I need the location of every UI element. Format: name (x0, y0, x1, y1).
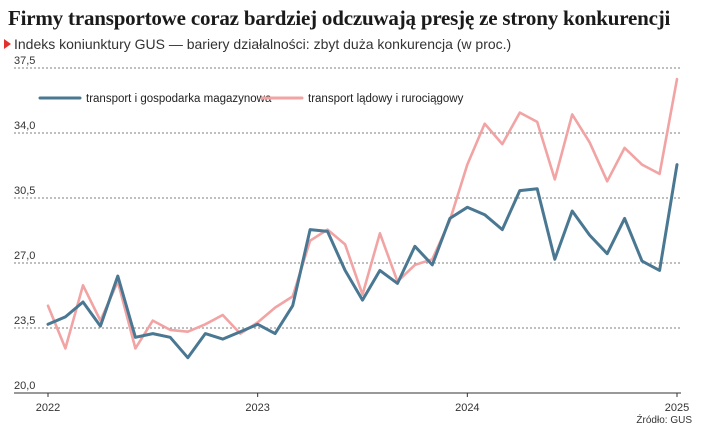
y-tick-label: 34,0 (14, 120, 35, 132)
legend-label: transport i gospodarka magazynowa (86, 93, 272, 105)
x-tick-label: 2025 (665, 402, 689, 414)
legend: transport i gospodarka magazynowa transpo… (38, 93, 464, 105)
series-line-ladowy (46, 77, 679, 350)
series-line-transport (46, 163, 679, 360)
y-tick-label: 30,5 (14, 185, 35, 197)
y-tick-label: 23,5 (14, 315, 35, 327)
y-axis-ticks: 20,0 23,5 27,0 30,5 34,0 37,5 (14, 55, 35, 392)
x-axis-ticks: 2022 2023 2024 2025 (36, 393, 689, 414)
source-note: Źródło: GUS (636, 415, 692, 426)
legend-item-ladowy: transport lądowy i rurociągowy (260, 93, 464, 105)
y-tick-label: 27,0 (14, 250, 35, 262)
chart-title: Firmy transportowe coraz bardziej odczuw… (8, 6, 671, 30)
series-lines (46, 77, 679, 360)
x-tick-label: 2024 (455, 402, 479, 414)
subtitle-marker-icon (4, 39, 11, 49)
chart-subtitle-text: Indeks koniunktury GUS — bariery działal… (14, 36, 512, 52)
chart-subtitle: Indeks koniunktury GUS — bariery działal… (4, 36, 512, 52)
legend-item-transport: transport i gospodarka magazynowa (38, 93, 272, 105)
y-tick-label: 37,5 (14, 55, 35, 67)
y-tick-label: 20,0 (14, 380, 35, 392)
x-tick-label: 2022 (36, 402, 60, 414)
x-tick-label: 2023 (245, 402, 269, 414)
grid-lines (14, 67, 681, 394)
legend-label: transport lądowy i rurociągowy (308, 93, 464, 105)
